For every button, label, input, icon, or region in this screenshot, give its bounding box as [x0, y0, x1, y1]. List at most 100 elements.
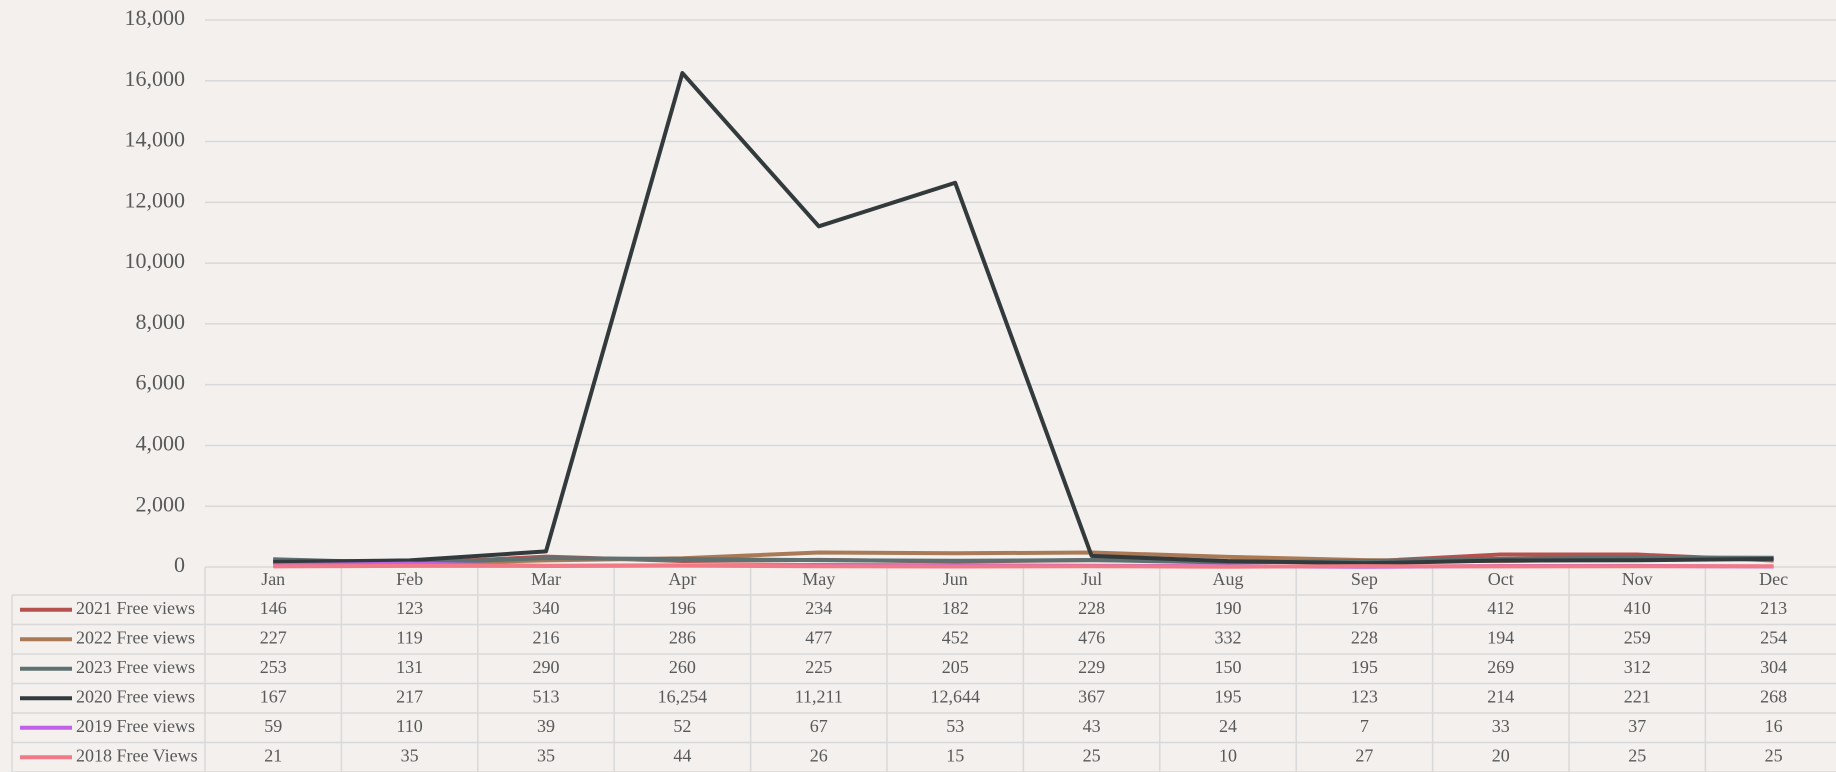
- table-cell: 269: [1487, 657, 1514, 677]
- series-line: [273, 563, 1774, 569]
- table-cell: 190: [1215, 598, 1242, 618]
- y-tick-label: 18,000: [125, 5, 186, 30]
- y-tick-label: 14,000: [125, 127, 186, 152]
- y-tick-label: 16,000: [125, 66, 186, 91]
- legend-label: 2019 Free views: [76, 716, 195, 736]
- table-cell: 312: [1624, 657, 1651, 677]
- table-cell: 7: [1360, 716, 1369, 736]
- table-cell: 290: [533, 657, 560, 677]
- y-tick-label: 6,000: [136, 370, 186, 395]
- y-tick-label: 0: [174, 552, 185, 577]
- table-cell: 27: [1355, 745, 1373, 765]
- table-cell: 33: [1492, 716, 1510, 736]
- table-cell: 167: [260, 686, 287, 706]
- y-tick-label: 12,000: [125, 187, 186, 212]
- table-cell: 131: [396, 657, 423, 677]
- table-cell: 12,644: [930, 686, 980, 706]
- x-tick-label: Feb: [396, 569, 423, 589]
- table-cell: 213: [1760, 598, 1787, 618]
- table-cell: 25: [1628, 745, 1646, 765]
- table-cell: 21: [264, 745, 282, 765]
- table-cell: 225: [805, 657, 832, 677]
- table-cell: 110: [396, 716, 422, 736]
- table-cell: 176: [1351, 598, 1378, 618]
- table-cell: 194: [1487, 627, 1514, 647]
- table-cell: 221: [1624, 686, 1651, 706]
- table-cell: 477: [805, 627, 832, 647]
- table-cell: 150: [1215, 657, 1242, 677]
- table-cell: 35: [401, 745, 419, 765]
- table-cell: 15: [946, 745, 964, 765]
- table-cell: 234: [805, 598, 832, 618]
- y-tick-label: 10,000: [125, 248, 186, 273]
- x-tick-label: May: [802, 569, 835, 589]
- legend-label: 2020 Free views: [76, 686, 195, 706]
- table-cell: 16,254: [658, 686, 708, 706]
- table-cell: 123: [396, 598, 423, 618]
- table-cell: 410: [1624, 598, 1651, 618]
- legend-label: 2018 Free Views: [76, 745, 198, 765]
- table-cell: 123: [1351, 686, 1378, 706]
- table-cell: 25: [1083, 745, 1101, 765]
- table-cell: 11,211: [795, 686, 843, 706]
- table-cell: 229: [1078, 657, 1105, 677]
- legend-label: 2022 Free views: [76, 627, 195, 647]
- table-cell: 227: [260, 627, 287, 647]
- table-cell: 513: [533, 686, 560, 706]
- x-tick-label: Nov: [1622, 569, 1653, 589]
- table-cell: 67: [810, 716, 828, 736]
- table-cell: 39: [537, 716, 555, 736]
- x-tick-label: Sep: [1351, 569, 1378, 589]
- table-cell: 332: [1215, 627, 1242, 647]
- table-cell: 25: [1765, 745, 1783, 765]
- table-cell: 268: [1760, 686, 1787, 706]
- table-cell: 340: [533, 598, 560, 618]
- legend-label: 2021 Free views: [76, 598, 195, 618]
- table-cell: 205: [942, 657, 969, 677]
- table-cell: 253: [260, 657, 287, 677]
- table-cell: 259: [1624, 627, 1651, 647]
- table-cell: 37: [1628, 716, 1646, 736]
- table-cell: 24: [1219, 716, 1237, 736]
- table-cell: 476: [1078, 627, 1105, 647]
- table-cell: 228: [1078, 598, 1105, 618]
- table-cell: 304: [1760, 657, 1787, 677]
- x-tick-label: Apr: [668, 569, 696, 589]
- x-tick-label: Mar: [531, 569, 561, 589]
- table-cell: 367: [1078, 686, 1105, 706]
- x-tick-label: Jan: [261, 569, 285, 589]
- table-cell: 59: [264, 716, 282, 736]
- table-cell: 452: [942, 627, 969, 647]
- series-line: [273, 71, 1774, 566]
- legend-label: 2023 Free views: [76, 657, 195, 677]
- table-cell: 43: [1083, 716, 1101, 736]
- table-cell: 16: [1765, 716, 1783, 736]
- x-tick-label: Dec: [1759, 569, 1788, 589]
- y-tick-label: 2,000: [136, 491, 186, 516]
- table-cell: 10: [1219, 745, 1237, 765]
- table-cell: 214: [1487, 686, 1514, 706]
- x-tick-label: Jun: [943, 569, 968, 589]
- table-cell: 35: [537, 745, 555, 765]
- table-cell: 196: [669, 598, 696, 618]
- table-cell: 20: [1492, 745, 1510, 765]
- table-cell: 182: [942, 598, 969, 618]
- table-cell: 228: [1351, 627, 1378, 647]
- table-cell: 44: [673, 745, 691, 765]
- table-cell: 26: [810, 745, 828, 765]
- table-cell: 52: [673, 716, 691, 736]
- y-tick-label: 4,000: [136, 430, 186, 455]
- table-cell: 217: [396, 686, 423, 706]
- x-tick-label: Jul: [1081, 569, 1102, 589]
- table-cell: 260: [669, 657, 696, 677]
- table-cell: 195: [1215, 686, 1242, 706]
- x-tick-label: Oct: [1488, 569, 1514, 589]
- table-cell: 412: [1487, 598, 1514, 618]
- table-cell: 146: [260, 598, 287, 618]
- table-cell: 53: [946, 716, 964, 736]
- x-tick-label: Aug: [1213, 569, 1244, 589]
- table-cell: 119: [396, 627, 422, 647]
- table-cell: 216: [533, 627, 560, 647]
- table-cell: 195: [1351, 657, 1378, 677]
